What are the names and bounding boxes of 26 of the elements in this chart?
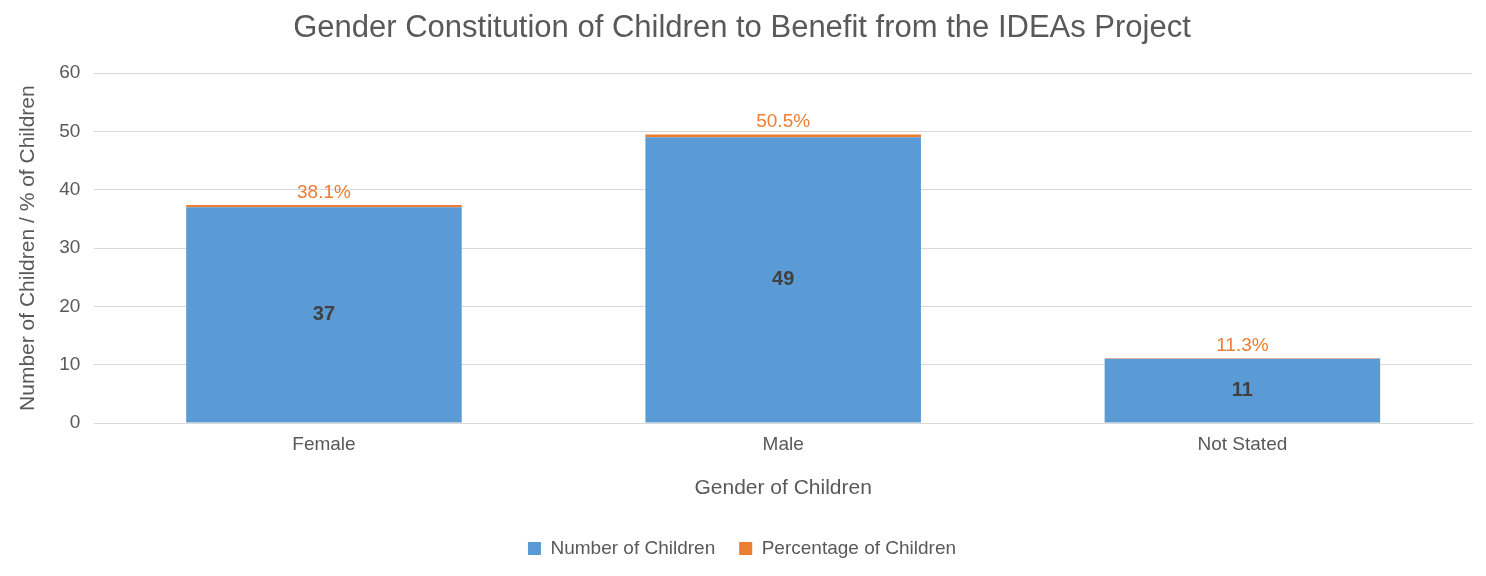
x-tick-label: Male xyxy=(762,432,804,454)
bar xyxy=(1104,358,1381,423)
legend-label: Number of Children xyxy=(550,536,716,558)
y-tick-label: 40 xyxy=(59,178,81,200)
data-label: 37 xyxy=(312,302,336,325)
bar xyxy=(645,134,921,138)
bar xyxy=(186,205,462,208)
bar xyxy=(645,137,921,423)
data-label: 38.1% xyxy=(297,180,351,202)
y-tick-label: 60 xyxy=(59,61,81,83)
y-axis-title: Number of Children / % of Children xyxy=(15,85,39,411)
legend-label: Percentage of Children xyxy=(761,536,957,558)
bar xyxy=(186,207,462,423)
x-tick-label: Female xyxy=(292,432,356,454)
y-tick-label: 10 xyxy=(59,352,81,374)
data-label: 11 xyxy=(1231,378,1253,401)
x-axis-title: Gender of Children xyxy=(694,475,872,499)
data-label: 50.5% xyxy=(756,110,811,132)
y-tick-label: 0 xyxy=(69,411,81,433)
x-tick-label: Not Stated xyxy=(1197,432,1288,454)
chart-title: Gender Constitution of Children to Benefit from the IDEAs Project xyxy=(293,9,1192,45)
data-label: 49 xyxy=(772,267,795,290)
y-tick-label: 50 xyxy=(59,119,81,141)
y-tick-label: 20 xyxy=(59,294,81,316)
data-label: 11.3% xyxy=(1216,333,1269,355)
y-tick-label: 30 xyxy=(59,236,81,258)
